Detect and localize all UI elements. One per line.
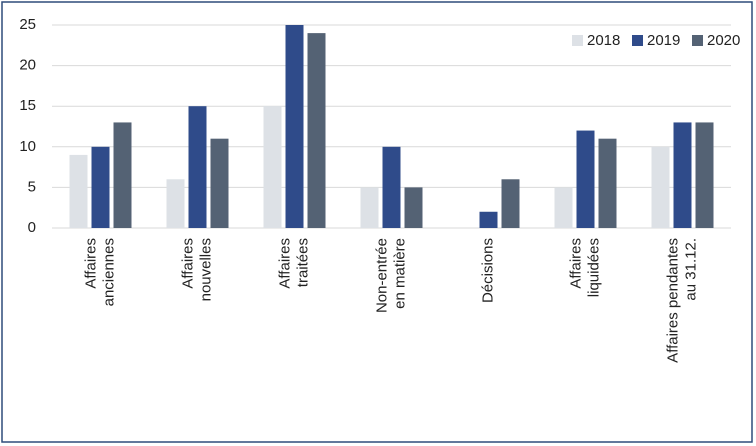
legend-label: 2020	[707, 32, 740, 49]
y-tick-label: 0	[28, 219, 36, 236]
y-tick-label: 15	[19, 97, 36, 114]
bar	[210, 138, 229, 228]
x-tick-label: Affairesliquidées	[567, 238, 602, 297]
bar	[404, 187, 423, 228]
bar	[188, 106, 207, 228]
legend-swatch	[632, 35, 643, 46]
legend-label: 2019	[647, 32, 680, 49]
bar	[382, 146, 401, 228]
x-tick-label: Décisions	[479, 238, 496, 303]
bar	[360, 187, 379, 228]
bar	[598, 138, 617, 228]
bar	[673, 122, 692, 228]
legend-swatch	[572, 35, 583, 46]
x-tick-label: Affaires pendantesau 31.12.	[664, 238, 699, 363]
x-tick-label: Affairestraitées	[276, 238, 311, 289]
bar	[695, 122, 714, 228]
legend-label: 2018	[587, 32, 620, 49]
bar	[69, 154, 88, 228]
bar	[479, 211, 498, 228]
bar	[576, 130, 595, 228]
y-tick-label: 10	[19, 138, 36, 155]
bar	[554, 187, 573, 228]
bar	[263, 106, 282, 228]
bar	[651, 146, 670, 228]
bar	[307, 33, 326, 229]
x-tick-label: Non-entréeen matière	[373, 238, 408, 313]
y-tick-label: 25	[19, 16, 36, 33]
bar	[285, 25, 304, 228]
y-tick-label: 5	[28, 178, 36, 195]
x-tick-label: Affairesnouvelles	[179, 238, 214, 301]
y-tick-label: 20	[19, 57, 36, 74]
bar	[166, 179, 185, 228]
bar	[501, 179, 520, 228]
x-tick-label: Affairesanciennes	[82, 238, 117, 306]
bar	[91, 146, 110, 228]
legend-swatch	[692, 35, 703, 46]
bar	[113, 122, 132, 228]
